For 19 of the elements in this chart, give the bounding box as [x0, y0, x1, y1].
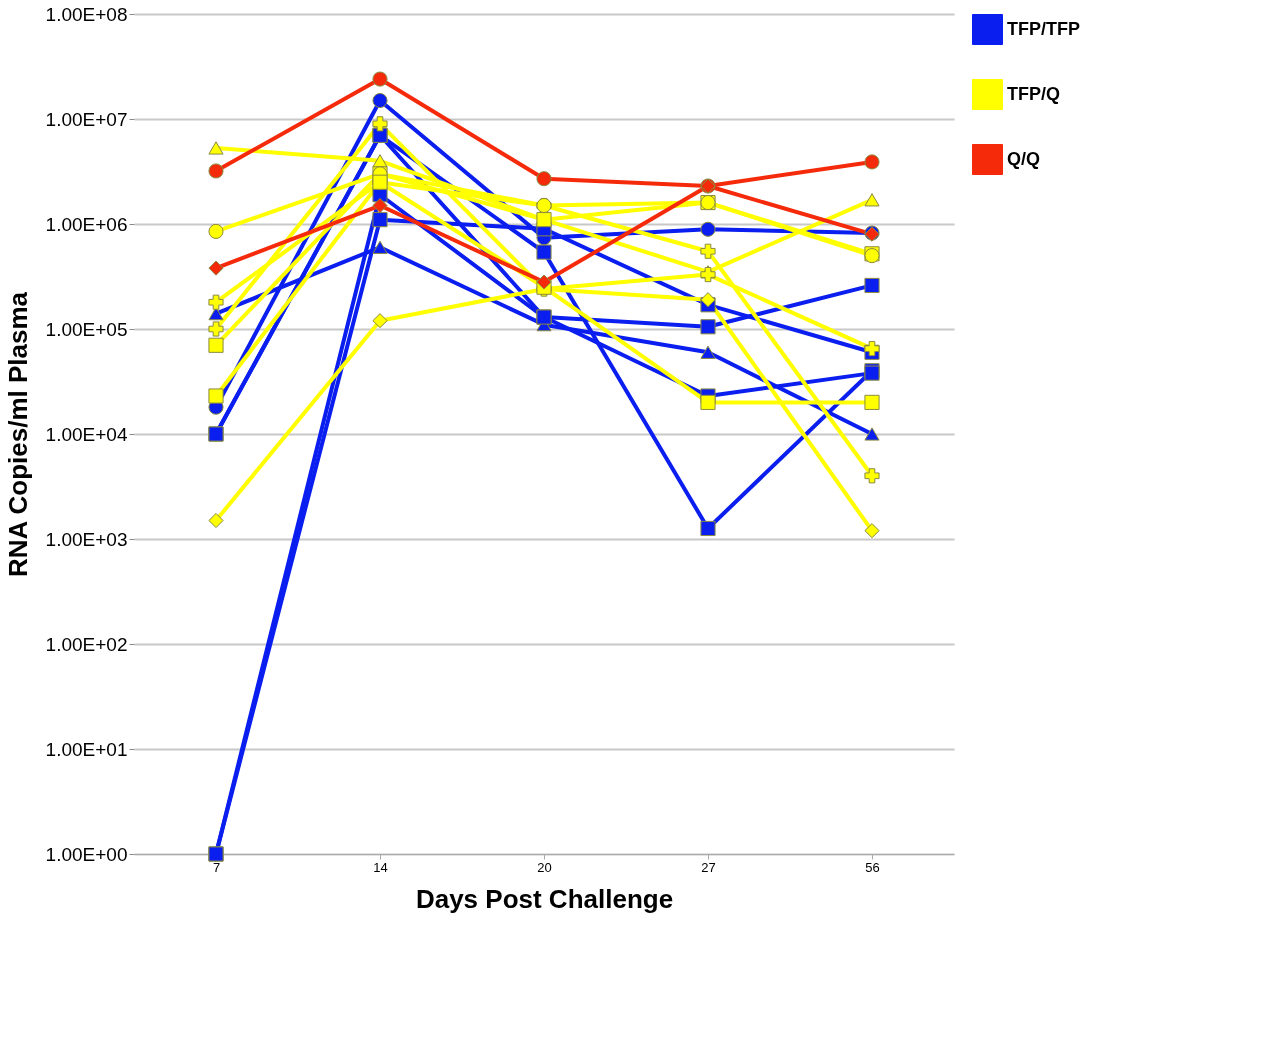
y-tick-label: 1.00E+06	[45, 213, 128, 235]
x-tick-label: 14	[373, 859, 388, 875]
x-tick-label: 27	[701, 859, 716, 875]
x-tick-label: 20	[537, 859, 552, 875]
x-axis-title: Days Post Challenge	[415, 883, 674, 914]
y-axis-title: RNA Copies/ml Plasma	[2, 291, 33, 578]
y-tick-label: 1.00E+02	[45, 633, 128, 655]
y-tick-label: 1.00E+00	[45, 843, 128, 865]
x-tick-label: 56	[865, 859, 880, 875]
y-tick-label: 1.00E+05	[45, 318, 128, 340]
y-tick-label: 1.00E+07	[45, 108, 128, 130]
y-tick-label: 1.00E+08	[45, 3, 128, 25]
legend-label: Q/Q	[1007, 148, 1041, 169]
y-tick-label: 1.00E+03	[45, 528, 128, 550]
legend-label: TFP/TFP	[1007, 18, 1080, 39]
y-tick-label: 1.00E+01	[45, 738, 128, 760]
y-tick-label: 1.00E+04	[45, 423, 128, 445]
legend-label: TFP/Q	[1007, 83, 1060, 104]
x-tick-label: 7	[212, 859, 221, 875]
